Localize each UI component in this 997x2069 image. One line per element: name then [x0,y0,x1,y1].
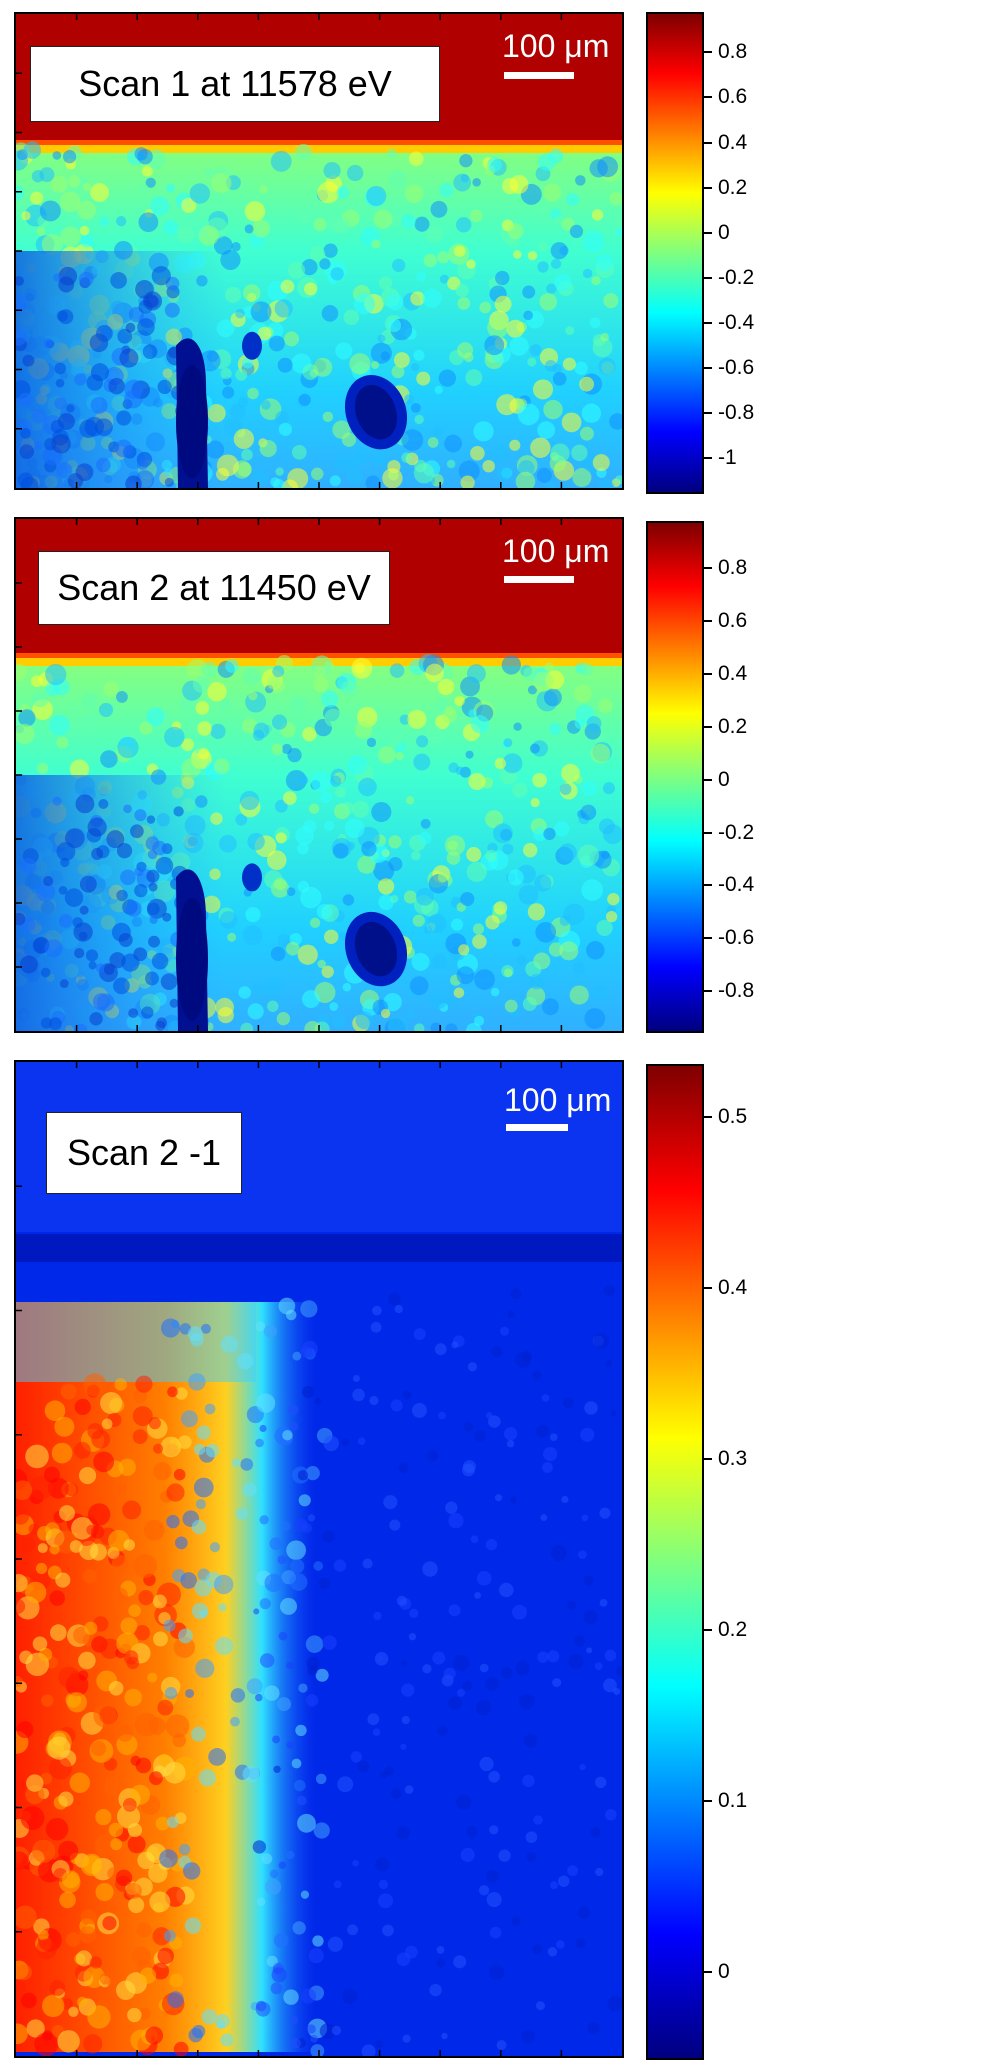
colorbar-gradient [648,1066,702,2058]
colorbar-tick-label: 0 [718,767,730,791]
colorbar-gradient [648,14,702,492]
colorbar-tick [704,566,712,569]
colorbar-tick [704,1116,712,1119]
scale-bar [504,576,574,583]
colorbar-tick [704,778,712,781]
colorbar-tick-label: 0.2 [718,175,748,199]
colorbar-tick [704,276,712,279]
colorbar-tick-label: 0.2 [718,714,748,738]
colorbar-tick [704,1800,712,1803]
panel-scan-2: Scan 2 at 11450 eV 100 μm 0.8 0.6 0.4 0.2 0 -… [14,517,755,1033]
colorbar-tick [704,619,712,622]
colorbar-tick-label: -0.6 [718,926,755,950]
colorbar-tick-label: 0.4 [718,661,748,685]
colorbar-tick [704,937,712,940]
colorbar-scan-difference [646,1064,704,2060]
colorbar-tick-label: 0.6 [718,608,748,632]
colorbar-tick-label: 0.2 [718,1618,748,1642]
colorbar-tick [704,366,712,369]
colorbar-tick-label: -1 [718,446,737,470]
colorbar-tick-label: 0.3 [718,1447,748,1471]
colorbar-tick-label: 0.4 [718,1276,748,1300]
colorbar-gradient [648,523,702,1031]
colorbar-tick-label: -0.2 [718,265,755,289]
colorbar-scan-2 [646,521,704,1033]
colorbar-tick [704,186,712,189]
colorbar-tick-label: -0.4 [718,310,755,334]
panel-scan-1: Scan 1 at 11578 eV 100 μm 0.8 0.6 0.4 0.2 0 -… [0,0,997,690]
colorbar-tick [704,51,712,54]
panel-title: Scan 2 -1 [46,1112,242,1194]
colorbar-tick-label: 0.8 [718,40,748,64]
colorbar-tick-label: 0 [718,1960,730,1984]
colorbar-tick [704,672,712,675]
heatmap-scan-difference-image [16,1062,622,2056]
scale-bar-label: 100 μm [504,1082,612,1118]
colorbar-tick-label: -0.4 [718,873,755,897]
colorbar-tick-label: -0.8 [718,979,755,1003]
colorbar-tick-label: 0.4 [718,130,748,154]
scale-bar-label: 100 μm [502,533,610,569]
colorbar-tick [704,457,712,460]
colorbar-tick [704,412,712,415]
colorbar-tick [704,990,712,993]
colorbar-tick-label: 0.5 [718,1105,748,1129]
colorbar-tick [704,1971,712,1974]
colorbar-tick [704,1629,712,1632]
colorbar-tick [704,831,712,834]
colorbar-tick-label: 0 [718,220,730,244]
scale-bar [506,1124,568,1131]
colorbar-tick [704,231,712,234]
colorbar-tick-label: 0.1 [718,1789,748,1813]
scale-bar [504,72,574,79]
panel-title: Scan 2 at 11450 eV [38,551,390,625]
scale-bar-label: 100 μm [502,28,610,64]
heatmap-scan-1: Scan 1 at 11578 eV 100 μm [14,12,624,490]
colorbar-tick [704,725,712,728]
colorbar-tick-label: 0.6 [718,85,748,109]
heatmap-scan-difference: Scan 2 -1 100 μm [14,1060,624,2058]
colorbar-tick-label: -0.2 [718,820,755,844]
colorbar-tick [704,1287,712,1290]
panel-title: Scan 1 at 11578 eV [30,46,440,122]
heatmap-scan-2: Scan 2 at 11450 eV 100 μm [14,517,624,1033]
colorbar-tick [704,141,712,144]
colorbar-tick-label: 0.8 [718,555,748,579]
colorbar-tick [704,884,712,887]
colorbar-scan-1 [646,12,704,494]
colorbar-tick [704,321,712,324]
colorbar-tick [704,96,712,99]
colorbar-tick-label: -0.8 [718,401,755,425]
colorbar-tick-label: -0.6 [718,355,755,379]
colorbar-tick [704,1458,712,1461]
